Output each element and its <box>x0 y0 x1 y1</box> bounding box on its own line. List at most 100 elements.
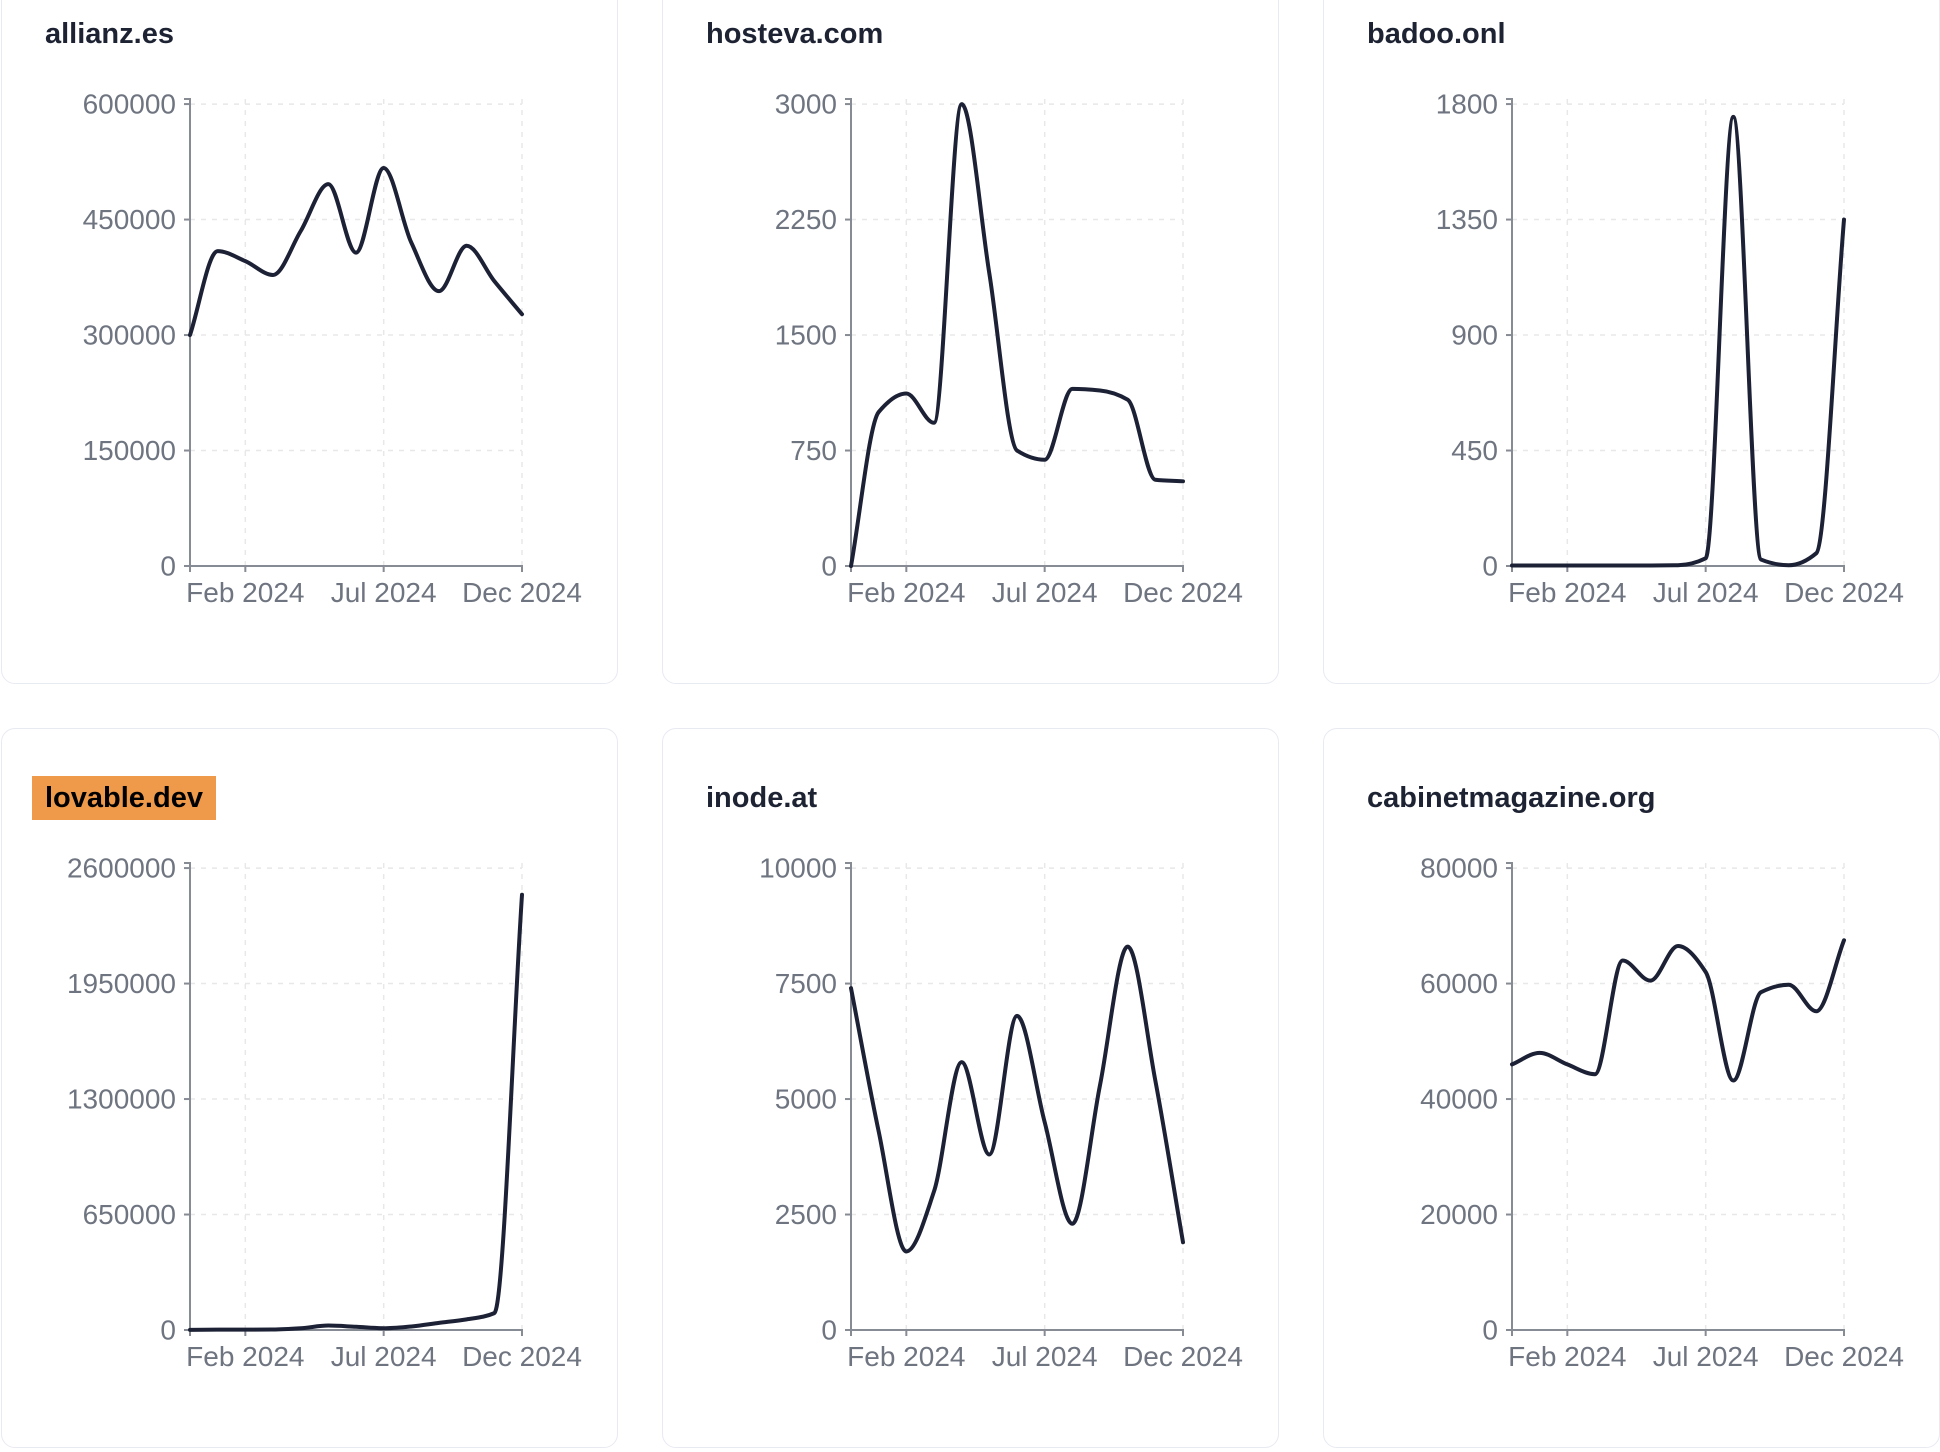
traffic-line-chart: 0 450 900 1350 1800 Feb 2024 Jul 2024 Dec 2024 <box>1436 89 1904 608</box>
domain-title-highlighted: lovable.dev <box>32 776 216 820</box>
gridlines <box>1512 863 1845 1331</box>
series-line <box>1510 114 1846 568</box>
gridlines <box>190 863 523 1331</box>
svg-text:Dec 2024: Dec 2024 <box>462 1341 582 1372</box>
traffic-line-chart: 0 750 1500 2250 3000 Feb 2024 Jul 2024 Dec 2024 <box>775 89 1243 608</box>
y-axis-line <box>184 862 191 1331</box>
series-line <box>188 165 524 338</box>
svg-text:Feb 2024: Feb 2024 <box>186 577 304 608</box>
domain-card-hosteva-com[interactable]: hosteva.com 0 750 1500 2250 3000 Feb 2024 Jul … <box>662 0 1279 684</box>
y-axis-line <box>845 862 852 1331</box>
svg-text:300000: 300000 <box>83 320 176 351</box>
svg-text:60000: 60000 <box>1420 968 1498 999</box>
svg-text:0: 0 <box>160 551 176 582</box>
svg-text:2600000: 2600000 <box>67 853 176 884</box>
svg-text:Dec 2024: Dec 2024 <box>1784 577 1904 608</box>
axes <box>184 862 523 1336</box>
domain-title: hosteva.com <box>706 18 884 50</box>
svg-text:Jul 2024: Jul 2024 <box>331 1341 437 1372</box>
y-axis-line <box>1506 98 1513 567</box>
svg-text:Feb 2024: Feb 2024 <box>1508 1341 1626 1372</box>
axes <box>1506 862 1845 1336</box>
svg-text:40000: 40000 <box>1420 1084 1498 1115</box>
axis-labels: 0 750 1500 2250 3000 Feb 2024 Jul 2024 Dec 2024 <box>775 89 1243 608</box>
svg-text:2250: 2250 <box>775 204 837 235</box>
svg-text:150000: 150000 <box>83 435 176 466</box>
series-line <box>188 892 524 1332</box>
tick-marks <box>845 867 1184 1336</box>
axes <box>845 98 1184 572</box>
domain-title: badoo.onl <box>1367 18 1506 50</box>
axis-labels: 0 650000 1300000 1950000 2600000 Feb 2024 Jul … <box>67 853 582 1372</box>
svg-text:1950000: 1950000 <box>67 968 176 999</box>
svg-text:Dec 2024: Dec 2024 <box>1123 577 1243 608</box>
svg-text:0: 0 <box>1482 551 1498 582</box>
series-line <box>1510 938 1846 1083</box>
svg-text:1350: 1350 <box>1436 204 1498 235</box>
domain-card-inode-at[interactable]: inode.at 0 2500 5000 7500 10000 Feb 2024 Jul 2… <box>662 728 1279 1448</box>
axis-labels: 0 2500 5000 7500 10000 Feb 2024 Jul 2024 Dec 20… <box>759 853 1243 1372</box>
svg-text:Feb 2024: Feb 2024 <box>847 577 965 608</box>
svg-text:Feb 2024: Feb 2024 <box>847 1341 965 1372</box>
tick-marks <box>845 103 1184 572</box>
svg-text:Jul 2024: Jul 2024 <box>992 1341 1098 1372</box>
svg-text:Jul 2024: Jul 2024 <box>331 577 437 608</box>
svg-text:7500: 7500 <box>775 968 837 999</box>
gridlines <box>190 99 523 567</box>
svg-text:3000: 3000 <box>775 89 837 120</box>
svg-text:80000: 80000 <box>1420 853 1498 884</box>
svg-text:750: 750 <box>790 435 837 466</box>
traffic-line-chart: 0 2500 5000 7500 10000 Feb 2024 Jul 2024 Dec 20… <box>759 853 1243 1372</box>
card-title-wrap: lovable.dev <box>32 776 216 820</box>
x-axis-line <box>1511 1329 1845 1336</box>
svg-text:450: 450 <box>1451 435 1498 466</box>
gridlines <box>851 99 1184 567</box>
domain-card-lovable-dev[interactable]: lovable.dev 0 650000 1300000 1950000 2600000… <box>1 728 618 1448</box>
domain-card-cabinetmagazine-org[interactable]: cabinetmagazine.org 0 20000 40000 60000 8000… <box>1323 728 1940 1448</box>
svg-text:1300000: 1300000 <box>67 1084 176 1115</box>
svg-text:Feb 2024: Feb 2024 <box>186 1341 304 1372</box>
y-axis-line <box>845 98 852 567</box>
card-title-wrap: allianz.es <box>32 12 187 56</box>
svg-text:0: 0 <box>821 1315 837 1346</box>
domain-card-allianz-es[interactable]: allianz.es 0 150000 300000 450000 600000 Feb … <box>1 0 618 684</box>
svg-text:Dec 2024: Dec 2024 <box>1784 1341 1904 1372</box>
svg-text:Jul 2024: Jul 2024 <box>1653 577 1759 608</box>
svg-text:2500: 2500 <box>775 1199 837 1230</box>
domain-title: inode.at <box>706 782 818 814</box>
gridlines <box>1512 99 1845 567</box>
traffic-line-chart: 0 150000 300000 450000 600000 Feb 2024 Jul 202… <box>83 89 582 608</box>
svg-text:650000: 650000 <box>83 1199 176 1230</box>
tick-marks <box>184 867 523 1336</box>
x-axis-line <box>189 565 523 572</box>
x-axis-line <box>850 565 1184 572</box>
svg-text:0: 0 <box>160 1315 176 1346</box>
svg-text:900: 900 <box>1451 320 1498 351</box>
svg-text:10000: 10000 <box>759 853 837 884</box>
axis-labels: 0 20000 40000 60000 80000 Feb 2024 Jul 2024 Dec… <box>1420 853 1904 1372</box>
tick-marks <box>184 103 523 572</box>
series-line <box>849 102 1185 568</box>
domain-card-badoo-onl[interactable]: badoo.onl 0 450 900 1350 1800 Feb 2024 Jul 202… <box>1323 0 1940 684</box>
axis-labels: 0 150000 300000 450000 600000 Feb 2024 Jul 202… <box>83 89 582 608</box>
svg-text:Dec 2024: Dec 2024 <box>1123 1341 1243 1372</box>
gridlines <box>851 863 1184 1331</box>
traffic-line-chart: 0 650000 1300000 1950000 2600000 Feb 2024 Jul … <box>67 853 582 1372</box>
x-axis-line <box>850 1329 1184 1336</box>
traffic-line-chart: 0 20000 40000 60000 80000 Feb 2024 Jul 2024 Dec… <box>1420 853 1904 1372</box>
svg-text:450000: 450000 <box>83 204 176 235</box>
y-axis-line <box>1506 862 1513 1331</box>
svg-text:0: 0 <box>1482 1315 1498 1346</box>
series-line <box>849 944 1185 1254</box>
svg-text:Jul 2024: Jul 2024 <box>992 577 1098 608</box>
svg-text:Feb 2024: Feb 2024 <box>1508 577 1626 608</box>
card-title-wrap: badoo.onl <box>1354 12 1519 56</box>
svg-text:1800: 1800 <box>1436 89 1498 120</box>
svg-text:Jul 2024: Jul 2024 <box>1653 1341 1759 1372</box>
svg-text:600000: 600000 <box>83 89 176 120</box>
svg-text:1500: 1500 <box>775 320 837 351</box>
card-title-wrap: cabinetmagazine.org <box>1354 776 1668 820</box>
tick-marks <box>1506 867 1845 1336</box>
tick-marks <box>1506 103 1845 572</box>
